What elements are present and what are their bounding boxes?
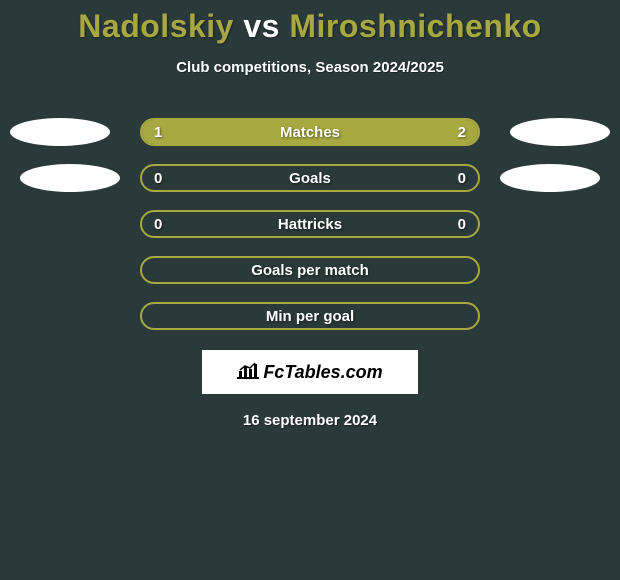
stat-left-value: 0 — [154, 216, 162, 233]
stat-label: Matches — [280, 124, 340, 141]
stat-bar: 0 Goals 0 — [140, 164, 480, 192]
stat-right-value: 0 — [458, 170, 466, 187]
stat-left-value: 0 — [154, 170, 162, 187]
logo-text: FcTables.com — [263, 362, 382, 383]
stat-label: Hattricks — [278, 216, 342, 233]
stat-bar: 1 Matches 2 — [140, 118, 480, 146]
subtitle: Club competitions, Season 2024/2025 — [0, 59, 620, 76]
stats-comparison-card: Nadolskiy vs Miroshnichenko Club competi… — [0, 0, 620, 429]
chart-icon — [237, 361, 259, 384]
stat-rows: 1 Matches 2 0 Goals 0 0 Hattricks 0 Goals per mat… — [0, 118, 620, 330]
stat-bar: Goals per match — [140, 256, 480, 284]
stat-right-value: 0 — [458, 216, 466, 233]
vs-text: vs — [243, 8, 280, 44]
stat-bar: Min per goal — [140, 302, 480, 330]
player2-oval — [510, 118, 610, 146]
title: Nadolskiy vs Miroshnichenko — [0, 8, 620, 45]
stat-right-value: 2 — [458, 124, 466, 141]
player1-name: Nadolskiy — [78, 8, 234, 44]
stat-bar: 0 Hattricks 0 — [140, 210, 480, 238]
stat-label: Min per goal — [266, 308, 354, 325]
stat-row: Goals per match — [0, 256, 620, 284]
stat-label: Goals per match — [251, 262, 369, 279]
stat-label: Goals — [289, 170, 331, 187]
player1-oval — [20, 164, 120, 192]
stat-row: Min per goal — [0, 302, 620, 330]
player1-oval — [10, 118, 110, 146]
date: 16 september 2024 — [0, 412, 620, 429]
logo-box: FcTables.com — [202, 350, 418, 394]
player2-oval — [500, 164, 600, 192]
stat-row: 0 Hattricks 0 — [0, 210, 620, 238]
logo: FcTables.com — [237, 361, 382, 384]
stat-left-value: 1 — [154, 124, 162, 141]
stat-row: 0 Goals 0 — [0, 164, 620, 192]
player2-name: Miroshnichenko — [289, 8, 541, 44]
stat-row: 1 Matches 2 — [0, 118, 620, 146]
